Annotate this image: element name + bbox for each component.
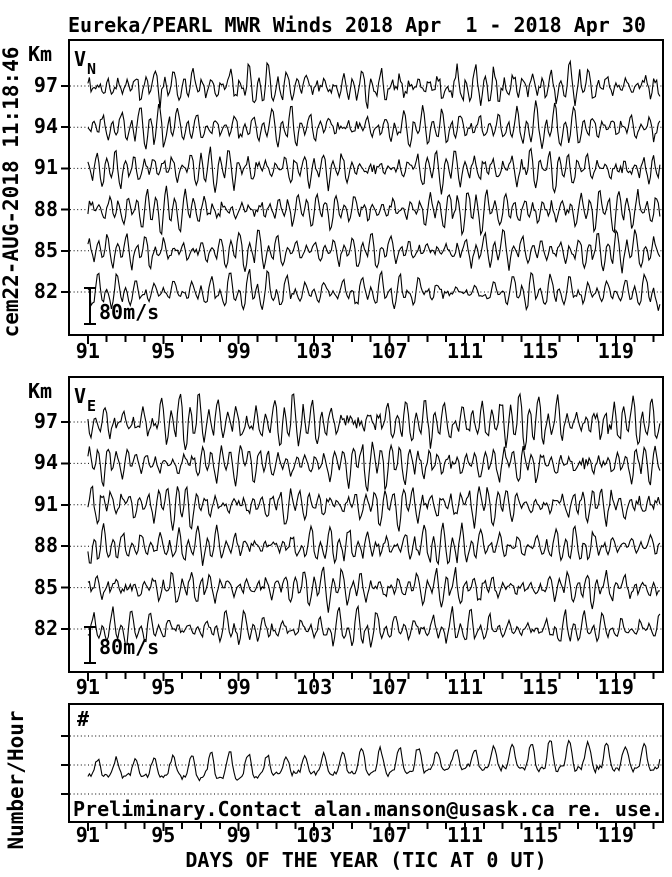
y-tick-label: 88 <box>33 533 58 558</box>
y-axis-unit-north: Km <box>28 42 53 66</box>
wind-trace-v_north-82km <box>87 269 661 312</box>
panel-v_east <box>61 376 664 681</box>
x-tick-label: 119 <box>597 339 634 363</box>
x-tick-label: 115 <box>522 675 559 699</box>
preliminary-notice: Preliminary.Contact alan.manson@usask.ca… <box>73 797 664 821</box>
x-tick-label: 99 <box>226 675 251 699</box>
x-tick-label: 115 <box>522 823 559 847</box>
scale-bar-label-east: 80m/s <box>99 635 160 659</box>
x-tick-label: 107 <box>371 675 408 699</box>
wind-trace-v_north-88km <box>87 185 661 237</box>
y-tick-label: 88 <box>33 196 58 221</box>
x-axis-title: DAYS OF THE YEAR (TIC AT 0 UT) <box>185 848 547 872</box>
wind-trace-v_east-97km <box>87 392 661 451</box>
x-tick-label: 95 <box>151 823 176 847</box>
x-tick-label: 111 <box>446 823 484 847</box>
wind-trace-v_north-97km <box>87 59 661 109</box>
panel-label-vn: V <box>74 47 87 71</box>
wind-trace-v_east-91km <box>87 485 661 532</box>
x-tick-label: 107 <box>371 339 408 363</box>
panel-label-ve-sub: E <box>87 397 97 415</box>
y-tick-label: 85 <box>33 237 58 262</box>
x-tick-label: 111 <box>446 339 484 363</box>
y-tick-label: 91 <box>33 155 58 180</box>
x-tick-label: 115 <box>522 339 559 363</box>
x-tick-label: 119 <box>597 823 634 847</box>
x-tick-label: 103 <box>296 675 333 699</box>
scale-bar-label-north: 80m/s <box>99 300 160 324</box>
x-tick-label: 91 <box>75 675 100 699</box>
y-tick-label: 82 <box>33 616 58 640</box>
x-tick-label: 91 <box>75 339 100 363</box>
wind-trace-v_north-94km <box>87 100 661 150</box>
x-tick-label: 103 <box>296 823 333 847</box>
y-tick-label: 94 <box>33 114 58 139</box>
wind-trace-v_east-88km <box>87 522 661 566</box>
y-tick-label: 97 <box>33 73 58 97</box>
y-tick-label: 82 <box>33 279 58 303</box>
y-tick-label: 94 <box>33 450 58 475</box>
wind-trace-v_east-94km <box>87 441 661 492</box>
y-axis-unit-east: Km <box>28 379 53 403</box>
wind-trace-v_north-85km <box>87 228 661 274</box>
x-tick-label: 99 <box>226 339 251 363</box>
wind-trace-v_east-85km <box>87 566 660 613</box>
x-tick-label: 95 <box>151 339 176 363</box>
x-tick-label: 119 <box>597 675 634 699</box>
x-tick-label: 111 <box>446 675 484 699</box>
x-tick-label: 107 <box>371 823 408 847</box>
panel-label-ve: V <box>74 384 87 408</box>
x-tick-label: 103 <box>296 339 333 363</box>
x-tick-label: 99 <box>226 823 251 847</box>
y-tick-label: 85 <box>33 574 58 599</box>
panel-label-vn-sub: N <box>87 60 97 78</box>
creation-timestamp: cem22-AUG-2018 11:18:46 <box>0 46 23 338</box>
panel-label-count: # <box>77 707 90 731</box>
wind-trace-v_east-82km <box>87 604 661 648</box>
x-tick-label: 91 <box>75 823 100 847</box>
figure-title: Eureka/PEARL MWR Winds 2018 Apr 1 - 2018… <box>68 13 646 37</box>
y-tick-label: 97 <box>33 409 58 433</box>
panel-v_north <box>61 39 664 344</box>
x-tick-label: 95 <box>151 675 176 699</box>
wind-trace-v_north-91km <box>87 146 661 195</box>
y-tick-label: 91 <box>33 491 58 516</box>
panel-meteor_count <box>61 703 664 831</box>
meteor-rate-trace <box>87 739 661 782</box>
